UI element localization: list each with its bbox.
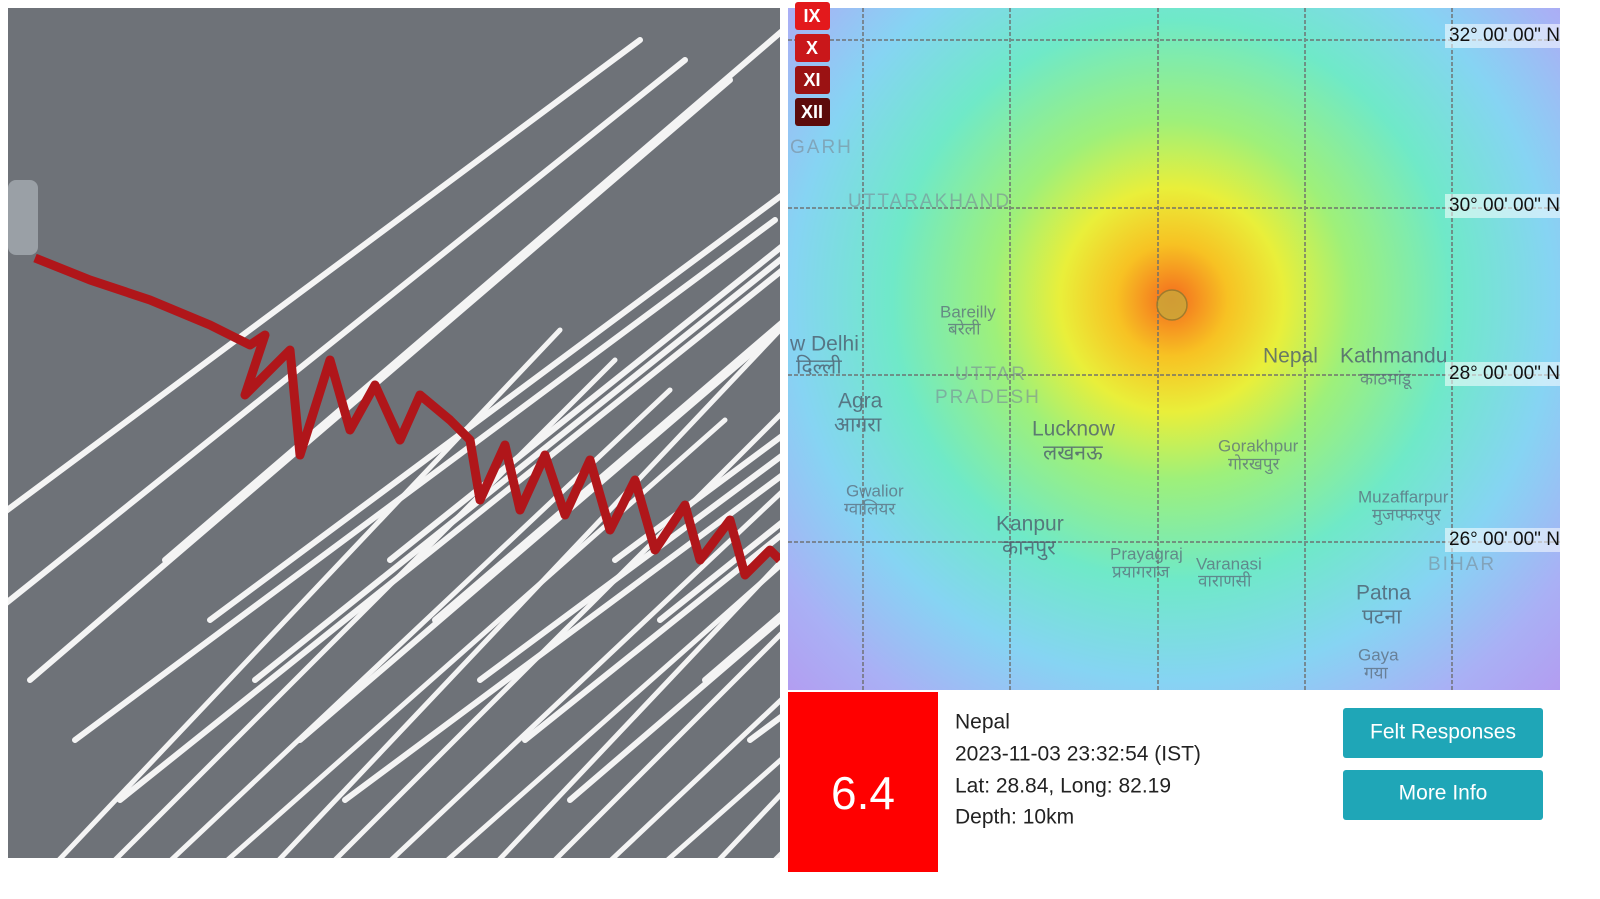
place-label: Gwalior: [846, 481, 904, 500]
place-label: UTTARAKHAND: [848, 191, 1011, 212]
place-label: Muzaffarpur: [1358, 487, 1449, 506]
place-label: ग्वालियर: [844, 498, 896, 518]
epicenter: [1156, 289, 1188, 321]
wave-stroke: [446, 562, 780, 858]
place-label: मुजफ्फरपुर: [1372, 505, 1442, 525]
wave-stroke: [666, 757, 780, 858]
wave-stroke: [113, 357, 618, 858]
intensity-label: IX: [803, 6, 820, 26]
felt-responses-button[interactable]: Felt Responses: [1343, 708, 1543, 758]
stylus: [8, 180, 38, 255]
wave-stroke: [477, 453, 780, 683]
place-label: लखनऊ: [1043, 442, 1103, 465]
latitude-label: 30° 00' 00" N: [1449, 195, 1560, 216]
place-label: Varanasi: [1196, 554, 1262, 573]
button-label[interactable]: More Info: [1399, 782, 1488, 805]
wave-stroke: [612, 433, 780, 563]
place-label: GARH: [790, 137, 853, 158]
place-label: Gorakhpur: [1218, 436, 1299, 455]
wave-stroke: [162, 28, 780, 563]
intensity-badge: [795, 66, 830, 94]
wave-stroke: [72, 217, 778, 743]
map-grid: [788, 8, 1560, 690]
place-label: Agra: [838, 390, 883, 413]
place-label: वाराणसी: [1198, 570, 1252, 590]
place-label: UTTAR: [955, 364, 1027, 385]
intensity-badge: [795, 2, 830, 30]
latitude-label: 28° 00' 00" N: [1449, 363, 1560, 384]
place-label: PRADESH: [935, 387, 1041, 408]
label-bg: [1445, 24, 1560, 48]
seismic-trace: [33, 253, 780, 580]
place-label: Prayagraj: [1110, 544, 1183, 563]
place-label: गोरखपुर: [1228, 453, 1280, 474]
wave-stroke: [27, 77, 733, 683]
wave-stroke: [333, 411, 780, 858]
place-label: कानपुर: [1002, 537, 1056, 561]
place-label: w Delhi: [789, 333, 859, 356]
place-label: काठमांडू: [1360, 369, 1413, 389]
place-label: दिल्ली: [796, 355, 842, 379]
map-bg: [788, 8, 1560, 690]
button-label[interactable]: Felt Responses: [1370, 721, 1516, 744]
waves: [8, 28, 780, 858]
wave-stroke: [207, 192, 780, 623]
intensity-badge: [795, 34, 830, 62]
wave-stroke: [389, 490, 780, 858]
place-label: BIHAR: [1428, 554, 1496, 575]
wave-stroke: [277, 327, 780, 858]
magnitude-box: [788, 692, 938, 872]
latitude-labels: 32° 00' 00" N 30° 00' 00" N 28° 00' 00" N 2…: [1445, 24, 1560, 552]
place-label: Patna: [1356, 582, 1411, 605]
wave-stroke: [432, 320, 780, 623]
wave-stroke: [497, 559, 780, 858]
place-label: Kathmandu: [1340, 345, 1447, 368]
place-label: Nepal: [1263, 345, 1318, 368]
wave-stroke: [553, 631, 780, 858]
label-bg: [1445, 194, 1560, 218]
button-bg[interactable]: [1343, 770, 1543, 820]
intensity-label: X: [806, 38, 818, 58]
place-label: बरेली: [948, 318, 981, 338]
event-location: Nepal: [955, 711, 1010, 734]
wave-stroke: [57, 327, 563, 858]
wave-stroke: [8, 37, 643, 514]
place-label: Bareilly: [940, 302, 996, 321]
place-label: Gaya: [1358, 645, 1399, 664]
place-label: Kanpur: [996, 513, 1064, 536]
more-info-button[interactable]: More Info: [1343, 770, 1543, 820]
wave-stroke: [522, 532, 780, 743]
place-label: पटना: [1362, 606, 1402, 629]
place-label: आगरा: [834, 414, 882, 437]
place-label: प्रयागराज: [1112, 562, 1170, 581]
intensity-label: XII: [801, 102, 823, 122]
intensity-scale: IX X XI XII: [795, 2, 830, 126]
wave-stroke: [657, 520, 780, 623]
latitude-label: 26° 00' 00" N: [1449, 529, 1560, 550]
wave-stroke: [609, 697, 780, 858]
event-time: 2023-11-03 23:32:54 (IST): [955, 743, 1201, 766]
magnitude: 6.4: [831, 767, 895, 819]
label-bg: [1445, 528, 1560, 552]
place-label: Lucknow: [1032, 418, 1116, 441]
latitude-label: 32° 00' 00" N: [1449, 25, 1560, 46]
intensity-badge: [795, 98, 830, 126]
intensity-label: XI: [803, 70, 820, 90]
seismograph-image: [8, 8, 780, 858]
wave-stroke: [252, 256, 780, 683]
button-bg[interactable]: [1343, 708, 1543, 758]
place-label: गया: [1364, 663, 1388, 682]
wave-stroke: [567, 616, 780, 803]
wave-stroke: [117, 268, 780, 803]
label-bg: [1445, 362, 1560, 386]
wave-stroke: [297, 324, 780, 743]
event-coordinates: Lat: 28.84, Long: 82.19: [955, 775, 1171, 798]
event-depth: Depth: 10km: [955, 806, 1074, 829]
wave-stroke: [8, 57, 688, 606]
